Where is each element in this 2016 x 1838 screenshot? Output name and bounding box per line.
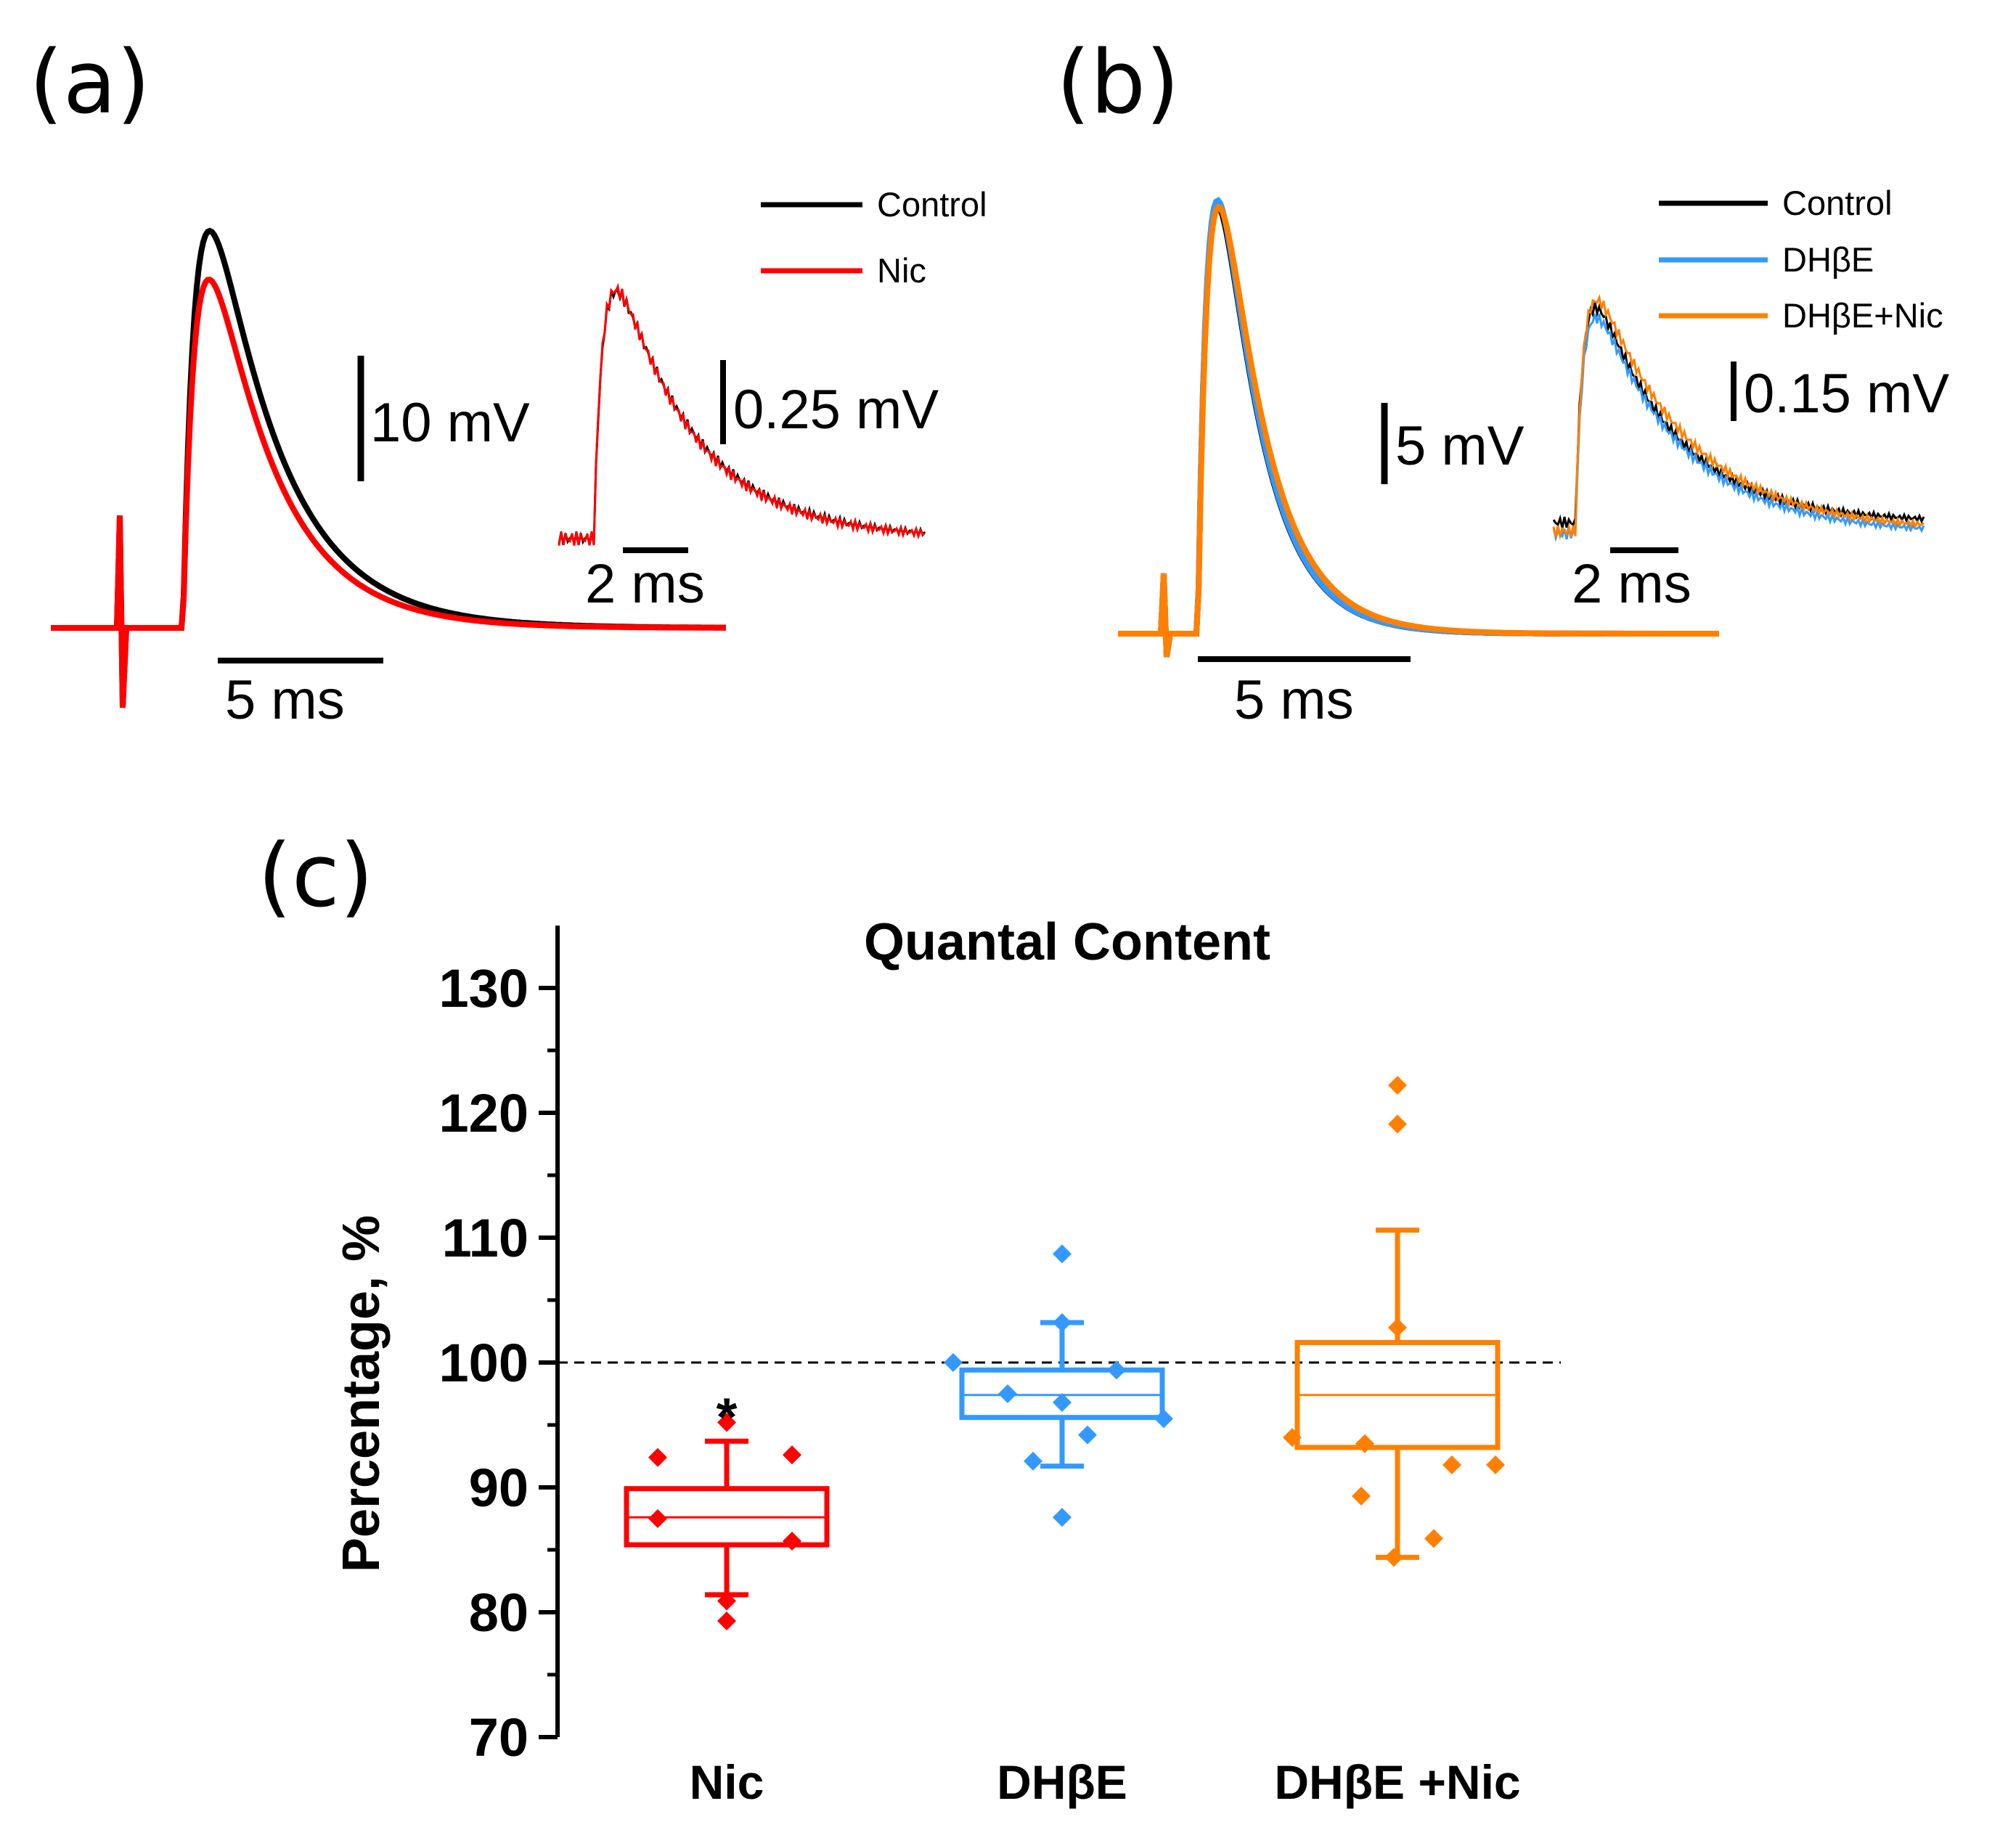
trace-nic: [51, 277, 726, 708]
data-point: [1442, 1455, 1461, 1475]
inset-trace-dhbe-nic: [1552, 294, 1925, 541]
box-group-2: [944, 1244, 1173, 1527]
category-label: DHβE +Nic: [1274, 1755, 1520, 1809]
data-point: [1024, 1451, 1042, 1471]
data-point: [1486, 1455, 1505, 1475]
inset-trace-control: [1552, 302, 1925, 528]
data-point: [1388, 1114, 1407, 1134]
data-point: [1154, 1409, 1173, 1429]
trace-dhbe-nic: [1118, 203, 1719, 658]
y-tick-label: 100: [439, 1333, 529, 1393]
data-point: [1384, 1548, 1403, 1567]
significance-marker: *: [717, 1386, 738, 1447]
category-labels: Nic DHβE DHβE +Nic: [690, 1755, 1521, 1809]
data-point: [717, 1591, 736, 1611]
data-point: [1283, 1428, 1302, 1447]
y-tick-label: 130: [439, 958, 529, 1018]
data-point: [717, 1612, 736, 1631]
panel-b: (b) Control DHβE DHβE+Nic 5 mV 5 ms 0.15…: [1056, 33, 1949, 731]
inset-scale-label-voltage: 0.25 mV: [733, 379, 939, 441]
data-point: [648, 1447, 667, 1467]
data-point: [1053, 1312, 1072, 1332]
legend-label-control: Control: [877, 185, 987, 224]
data-point: [783, 1445, 801, 1465]
y-tick-label: 90: [469, 1458, 529, 1518]
legend-label-control: Control: [1782, 184, 1893, 222]
y-axis-ticks: 70 80 90 100 110 120 130: [439, 958, 558, 1768]
legend-label-dhbe-nic: DHβE+Nic: [1782, 296, 1943, 335]
data-point: [1355, 1434, 1374, 1453]
category-label: Nic: [690, 1755, 764, 1809]
data-point: [1424, 1529, 1443, 1548]
box-group-3: [1283, 1076, 1505, 1567]
y-tick-label: 80: [469, 1582, 529, 1643]
data-point: [1053, 1244, 1072, 1264]
inset-trace-dhbe: [1552, 313, 1925, 542]
data-point: [944, 1353, 963, 1372]
inset-scale-label-time: 2 ms: [585, 553, 705, 615]
legend-label-nic: Nic: [877, 251, 926, 290]
data-point: [783, 1531, 801, 1551]
data-point: [1053, 1508, 1072, 1527]
y-tick-label: 110: [442, 1208, 529, 1268]
data-point: [648, 1509, 667, 1528]
box-group-1: *: [624, 1386, 830, 1631]
data-point: [1388, 1076, 1407, 1095]
legend-label-dhbe: DHβE: [1782, 240, 1874, 279]
scale-label-time: 5 ms: [1234, 669, 1354, 731]
data-point: [1107, 1360, 1126, 1380]
y-tick-label: 120: [439, 1083, 529, 1143]
scale-label-voltage: 5 mV: [1395, 415, 1525, 477]
panel-b-legend: Control DHβE DHβE+Nic: [1659, 184, 1943, 335]
box-plots: *: [624, 1076, 1505, 1631]
scale-label-time: 5 ms: [225, 669, 345, 731]
data-point: [998, 1384, 1017, 1403]
inset-scale-label-time: 2 ms: [1572, 553, 1691, 615]
y-tick-label: 70: [469, 1707, 529, 1768]
data-point: [1053, 1393, 1072, 1413]
panel-c: (c) Quantal Content Percentage, % 70 80 90…: [258, 826, 1561, 1809]
inset-scale-label-voltage: 0.15 mV: [1744, 363, 1949, 425]
panel-b-label: (b): [1056, 33, 1180, 134]
data-point: [1078, 1425, 1097, 1445]
chart-title: Quantal Content: [864, 913, 1270, 971]
data-point: [1388, 1318, 1407, 1337]
box: [959, 1367, 1165, 1421]
panel-a: (a) Control Nic 10 mV 5 ms 0.25 mV 2 ms: [29, 33, 987, 731]
data-point: [1352, 1487, 1371, 1506]
data-point: [717, 1413, 736, 1432]
panel-a-label: (a): [29, 33, 150, 134]
panel-a-legend: Control Nic: [761, 185, 987, 290]
inset-trace-nic: [558, 282, 926, 546]
panel-c-label: (c): [258, 826, 374, 927]
scale-label-voltage: 10 mV: [370, 392, 530, 454]
category-label: DHβE: [997, 1755, 1127, 1809]
y-axis-title: Percentage, %: [332, 1215, 391, 1572]
